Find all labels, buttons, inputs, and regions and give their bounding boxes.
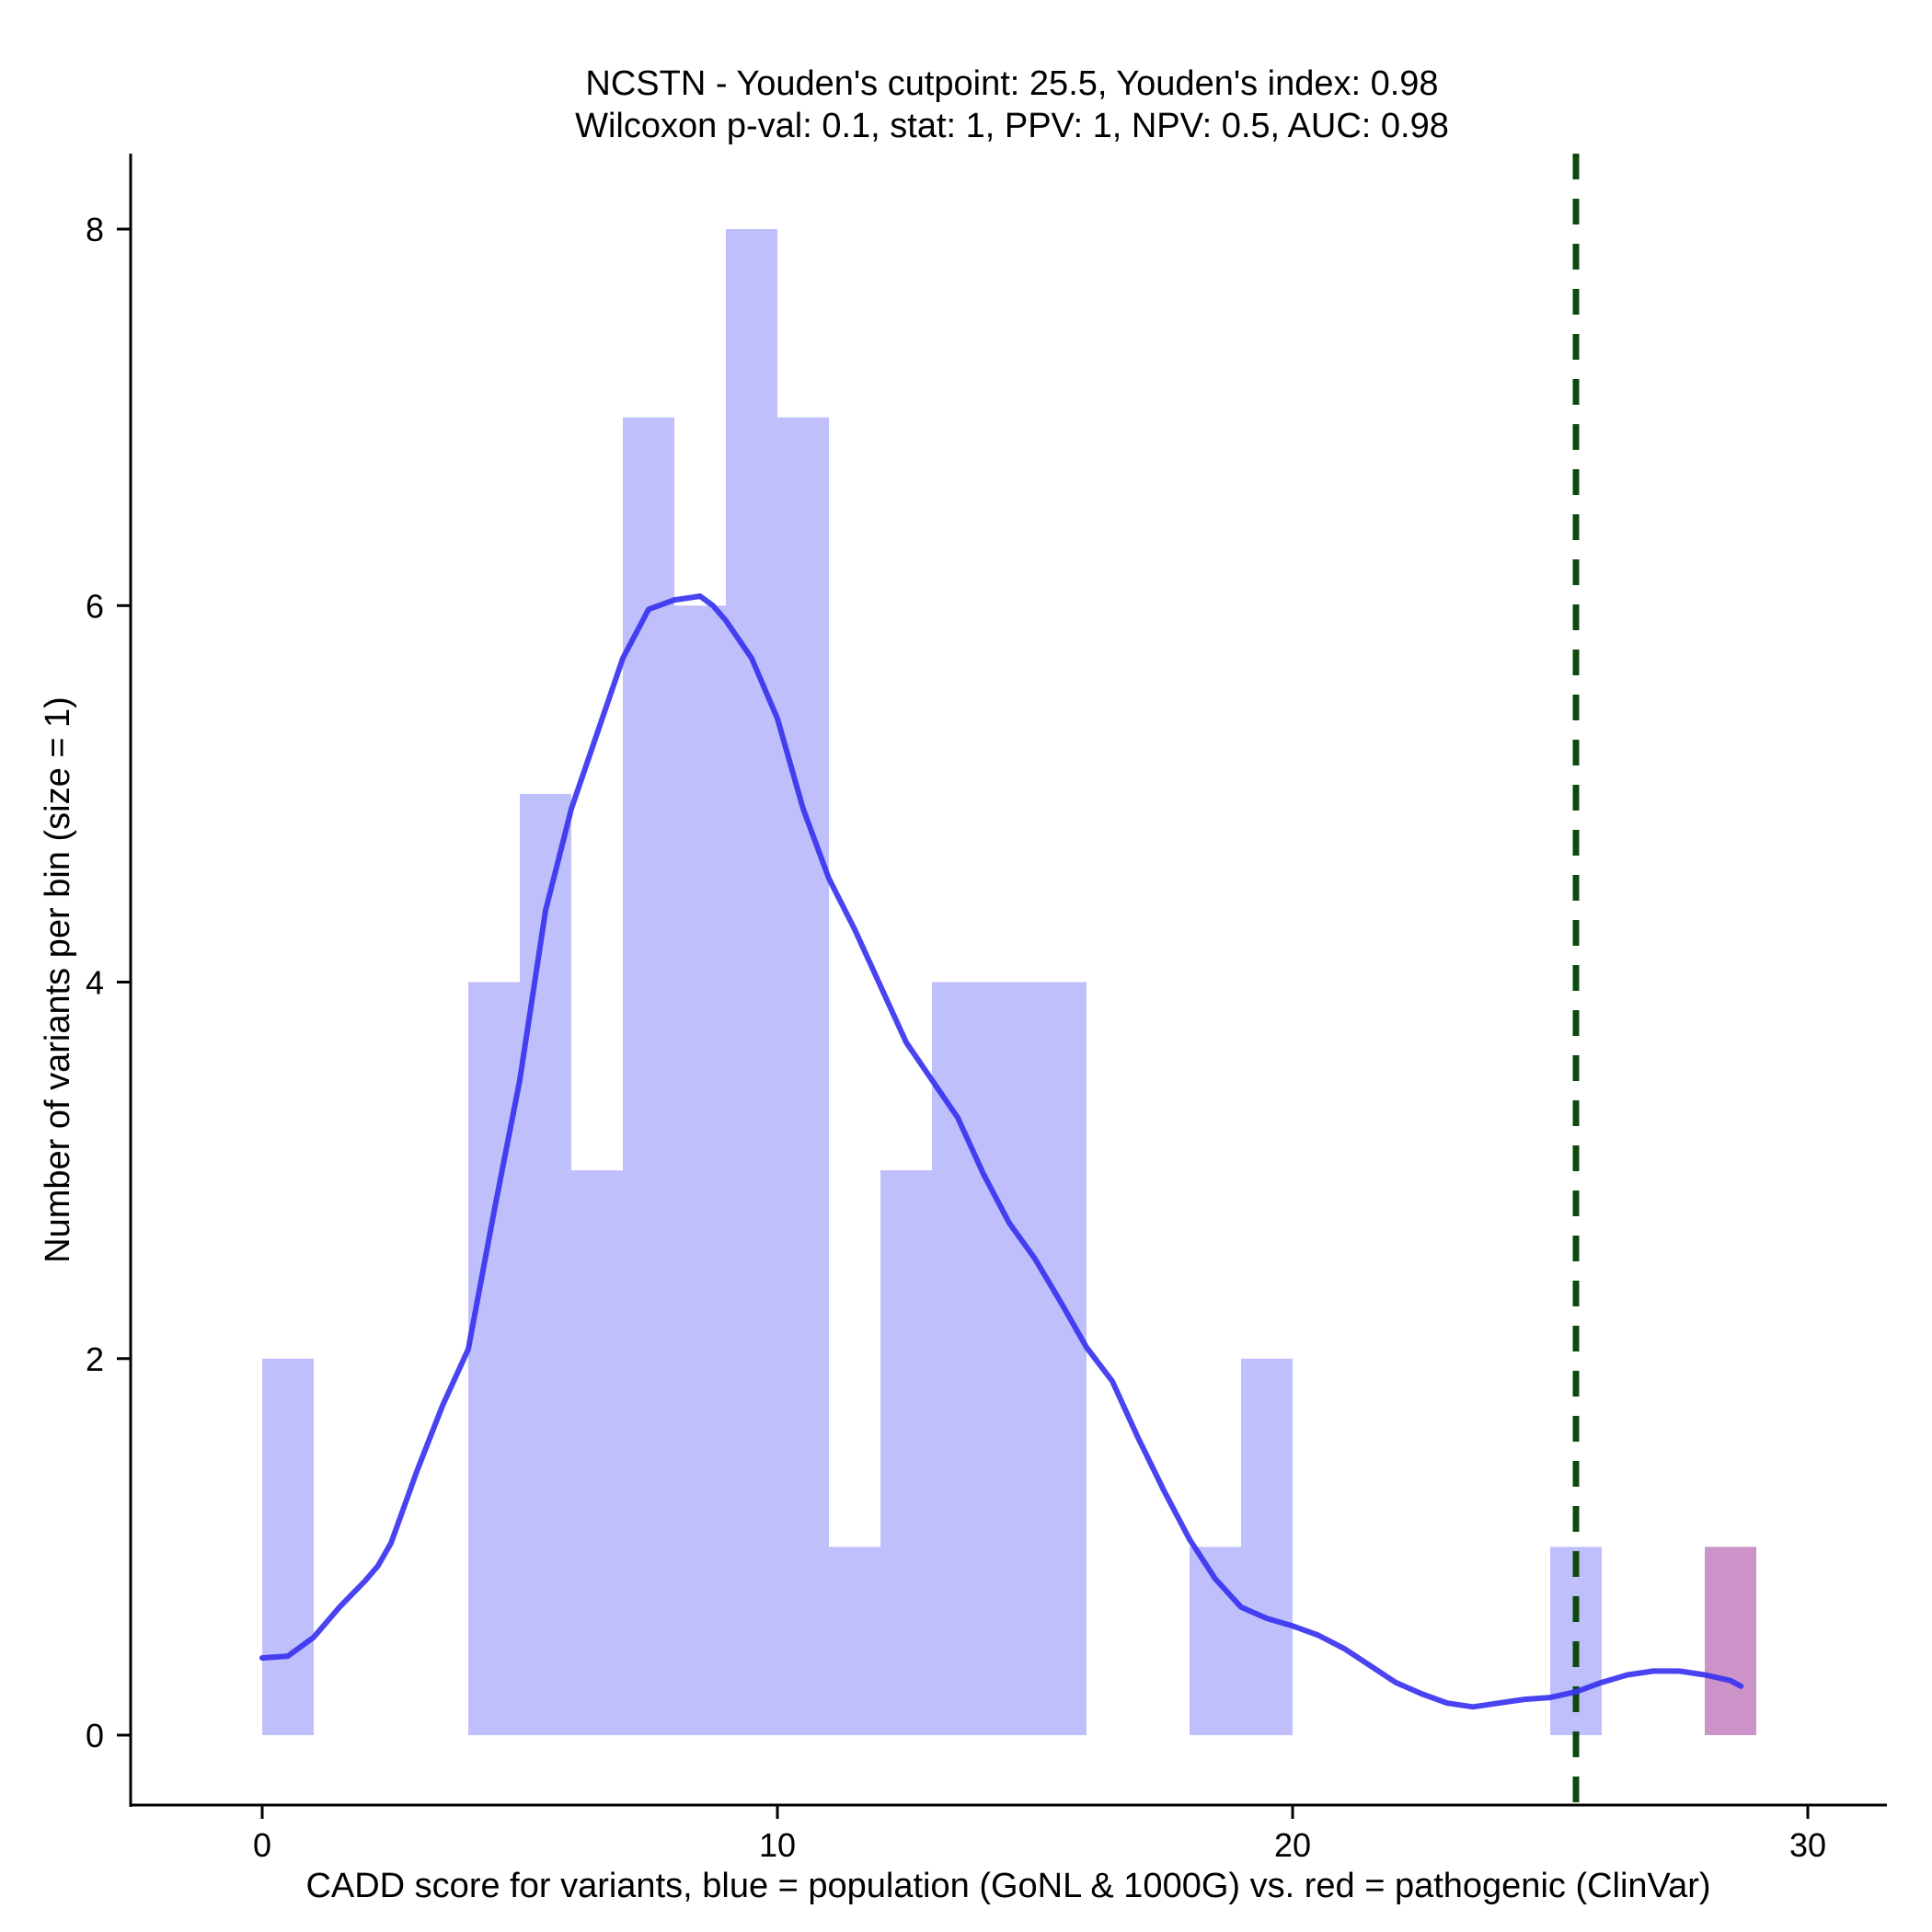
population-bar bbox=[1241, 1358, 1293, 1735]
population-bar bbox=[674, 605, 726, 1735]
pathogenic-bar bbox=[1705, 1547, 1756, 1735]
population-bar bbox=[468, 982, 520, 1735]
x-tick-label: 20 bbox=[1274, 1826, 1311, 1864]
density-curve bbox=[259, 593, 1744, 1710]
population-bar bbox=[983, 982, 1035, 1735]
y-tick-label: 6 bbox=[86, 587, 104, 625]
y-tick-label: 2 bbox=[86, 1340, 104, 1378]
x-axis-label: CADD score for variants, blue = populati… bbox=[305, 1867, 1710, 1905]
y-tick-label: 4 bbox=[86, 964, 104, 1002]
population-bar bbox=[932, 982, 983, 1735]
population-bar bbox=[262, 1358, 314, 1735]
population-bar bbox=[777, 417, 829, 1735]
x-tick-label: 30 bbox=[1789, 1826, 1826, 1864]
y-axis-label: Number of variants per bin (size = 1) bbox=[39, 696, 77, 1263]
population-bar bbox=[520, 793, 571, 1735]
x-tick-label: 0 bbox=[253, 1826, 271, 1864]
chart-title-line-2: Wilcoxon p-val: 0.1, stat: 1, PPV: 1, NP… bbox=[575, 107, 1449, 145]
y-tick-label: 8 bbox=[86, 211, 104, 248]
y-tick-label: 0 bbox=[86, 1717, 104, 1754]
population-bar bbox=[571, 1170, 623, 1735]
population-bar bbox=[829, 1547, 880, 1735]
density-layer bbox=[259, 593, 1744, 1710]
chart-title-line-1: NCSTN - Youden's cutpoint: 25.5, Youden'… bbox=[585, 64, 1438, 103]
bars-layer bbox=[262, 229, 1756, 1735]
population-bar bbox=[1035, 982, 1087, 1735]
population-bar bbox=[880, 1170, 932, 1735]
population-bar bbox=[726, 229, 777, 1735]
x-tick-label: 10 bbox=[759, 1826, 796, 1864]
ticks-layer: 0 10 20 30 0 2 4 6 8 bbox=[86, 211, 1826, 1864]
